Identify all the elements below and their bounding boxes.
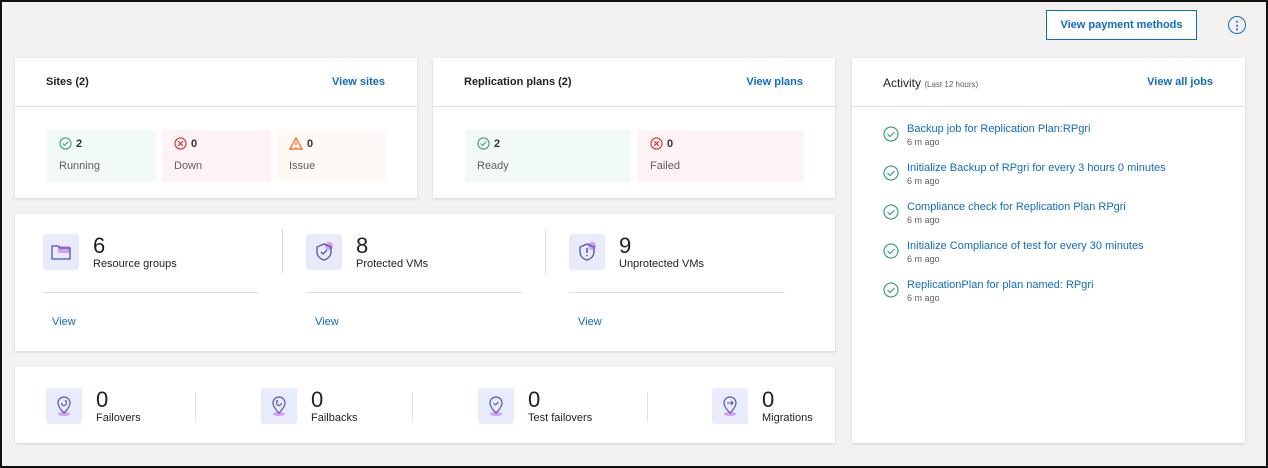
test-failovers-stat: 0 Test failovers: [478, 388, 592, 424]
shield-alert-icon: [569, 234, 605, 270]
activity-item-time: 6 m ago: [907, 176, 940, 186]
check-circle-icon: [59, 137, 72, 150]
unprotected-vms-stat: 9 Unprotected VMs: [569, 234, 704, 270]
down-label: Down: [174, 160, 203, 172]
failover-location-icon: [46, 388, 82, 424]
failed-count: 0: [667, 137, 674, 150]
activity-item-title[interactable]: Initialize Compliance of test for every …: [907, 240, 1144, 252]
activity-item[interactable]: Compliance check for Replication Plan RP…: [883, 201, 1126, 225]
activity-item[interactable]: Initialize Backup of RPgri for every 3 h…: [883, 162, 1166, 186]
folder-icon: [43, 234, 79, 270]
migrations-count: 0: [762, 387, 775, 412]
activity-item[interactable]: Initialize Compliance of test for every …: [883, 240, 1144, 264]
resources-card: 6 Resource groups View 8 Protected VMs Vie…: [15, 214, 835, 351]
check-circle-icon: [883, 165, 899, 181]
running-label: Running: [59, 160, 100, 172]
activity-item-time: 6 m ago: [907, 215, 940, 225]
failed-tile[interactable]: 0 Failed: [638, 130, 804, 182]
activity-item-title[interactable]: Compliance check for Replication Plan RP…: [907, 201, 1126, 213]
ready-tile[interactable]: 2 Ready: [465, 130, 631, 182]
protected-vms-count: 8: [356, 233, 369, 258]
down-tile[interactable]: 0 Down: [162, 130, 271, 182]
view-protected-vms-link[interactable]: View: [315, 316, 339, 328]
check-circle-icon: [883, 204, 899, 220]
issue-count: 0: [307, 137, 314, 150]
activity-title: Activity (Last 12 hours): [883, 76, 979, 90]
failback-location-icon: [261, 388, 297, 424]
test-failovers-label: Test failovers: [528, 412, 593, 424]
failovers-count: 0: [96, 387, 109, 412]
failbacks-count: 0: [311, 387, 324, 412]
replication-plans-card: Replication plans (2) View plans 2 Ready …: [433, 58, 835, 198]
view-payment-methods-button[interactable]: View payment methods: [1046, 10, 1197, 40]
activity-item-title[interactable]: ReplicationPlan for plan named: RPgri: [907, 279, 1094, 291]
ready-count: 2: [494, 137, 501, 150]
failovers-label: Failovers: [96, 412, 141, 424]
failbacks-label: Failbacks: [311, 412, 358, 424]
resource-groups-label: Resource groups: [93, 258, 177, 270]
activity-item[interactable]: ReplicationPlan for plan named: RPgri 6 m…: [883, 279, 1094, 303]
activity-item-time: 6 m ago: [907, 254, 940, 264]
protected-vms-label: Protected VMs: [356, 258, 429, 270]
view-sites-link[interactable]: View sites: [332, 76, 385, 88]
failed-label: Failed: [650, 160, 680, 172]
resource-groups-stat: 6 Resource groups: [43, 234, 177, 270]
view-plans-link[interactable]: View plans: [746, 76, 803, 88]
migrations-label: Migrations: [762, 412, 813, 424]
test-failover-location-icon: [478, 388, 514, 424]
check-circle-icon: [883, 282, 899, 298]
error-circle-icon: [650, 137, 663, 150]
view-resource-groups-link[interactable]: View: [52, 316, 76, 328]
activity-card: Activity (Last 12 hours) View all jobs B…: [852, 58, 1245, 443]
failovers-stat: 0 Failovers: [46, 388, 141, 424]
failbacks-stat: 0 Failbacks: [261, 388, 357, 424]
test-failovers-count: 0: [528, 387, 541, 412]
error-circle-icon: [174, 137, 187, 150]
view-unprotected-vms-link[interactable]: View: [578, 316, 602, 328]
plans-title: Replication plans (2): [464, 76, 572, 88]
activity-item-time: 6 m ago: [907, 137, 940, 147]
protected-vms-stat: 8 Protected VMs: [306, 234, 428, 270]
activity-item-title[interactable]: Initialize Backup of RPgri for every 3 h…: [907, 162, 1166, 174]
sites-card: Sites (2) View sites 2 Running 0 Down 0 I…: [15, 58, 417, 198]
info-icon[interactable]: ⋮: [1228, 16, 1246, 34]
resource-groups-count: 6: [93, 233, 106, 258]
ready-label: Ready: [477, 160, 509, 172]
running-tile[interactable]: 2 Running: [47, 130, 156, 182]
sites-title: Sites (2): [46, 76, 89, 88]
issue-tile[interactable]: 0 Issue: [277, 130, 386, 182]
check-circle-icon: [477, 137, 490, 150]
issue-label: Issue: [289, 160, 316, 172]
check-circle-icon: [883, 126, 899, 142]
migrations-stat: 0 Migrations: [712, 388, 813, 424]
migration-location-icon: [712, 388, 748, 424]
down-count: 0: [191, 137, 198, 150]
activity-item[interactable]: Backup job for Replication Plan:RPgri 6 m…: [883, 123, 1090, 147]
unprotected-vms-count: 9: [619, 233, 632, 258]
shield-check-icon: [306, 234, 342, 270]
running-count: 2: [76, 137, 83, 150]
activity-item-title[interactable]: Backup job for Replication Plan:RPgri: [907, 123, 1091, 135]
warning-icon: [289, 137, 303, 150]
activity-subtitle: (Last 12 hours): [924, 80, 979, 89]
view-all-jobs-link[interactable]: View all jobs: [1147, 76, 1213, 88]
check-circle-icon: [883, 243, 899, 259]
activity-item-time: 6 m ago: [907, 293, 940, 303]
unprotected-vms-label: Unprotected VMs: [619, 258, 704, 270]
